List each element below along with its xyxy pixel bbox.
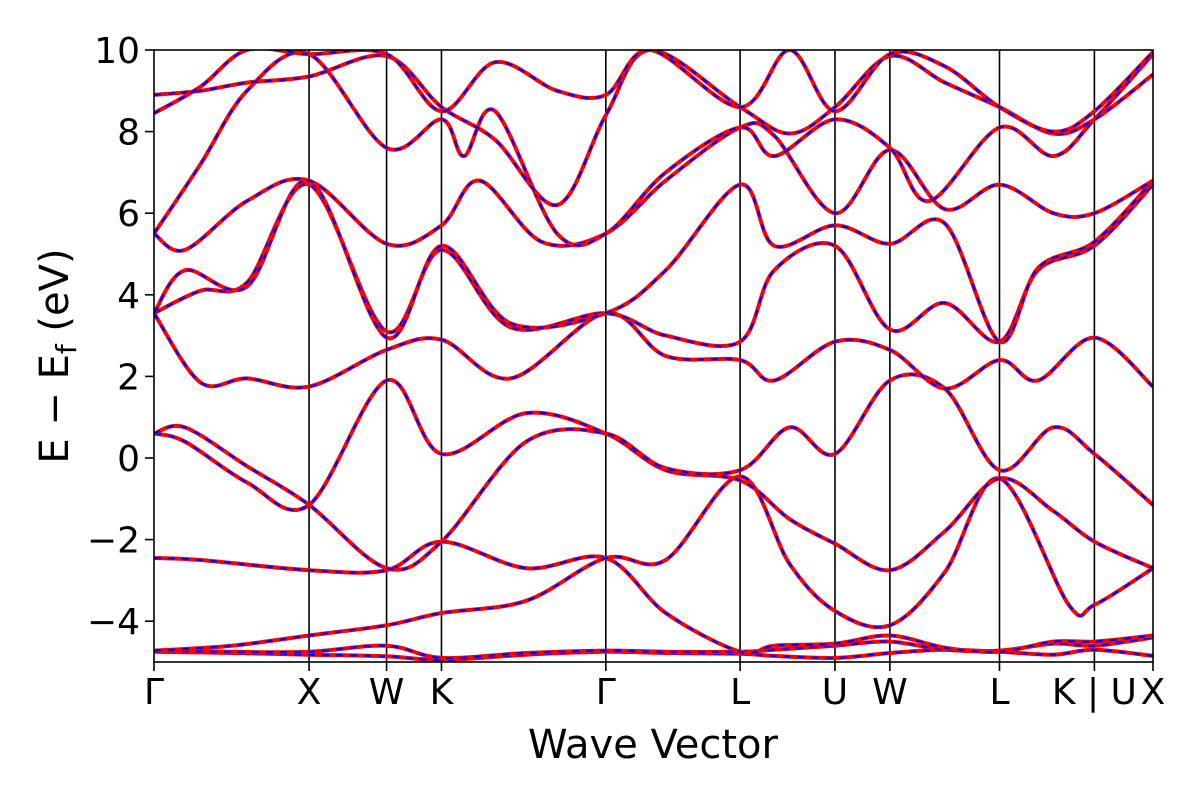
x-axis-label: Wave Vector xyxy=(528,722,779,768)
y-tick-label: 0 xyxy=(117,439,140,480)
x-tick-label: X xyxy=(297,672,322,713)
x-tick-label: X xyxy=(1141,672,1166,713)
band-5-solid xyxy=(154,378,1153,573)
band-12-dashed xyxy=(154,50,1153,207)
band-11-solid xyxy=(154,50,1153,248)
x-tick-label: Γ xyxy=(596,672,616,713)
plot-frame xyxy=(153,49,1154,663)
y-axis-label-main: E − E xyxy=(32,354,78,464)
y-tick-label: 2 xyxy=(117,357,140,398)
y-tick-label: −4 xyxy=(87,602,140,643)
band-9-solid xyxy=(154,178,1153,345)
band-9-dashed xyxy=(154,179,1153,344)
band-11-dashed xyxy=(154,51,1153,247)
x-tick-label: K xyxy=(430,672,455,713)
y-axis-label: E − Ef (eV) xyxy=(32,248,83,463)
band-4-dashed xyxy=(154,475,1153,652)
y-tick-label: −2 xyxy=(87,521,140,562)
band-curves xyxy=(154,50,1153,662)
x-tick-label: U xyxy=(822,672,848,713)
band-3-dashed xyxy=(154,540,1153,655)
x-tick-label: Γ xyxy=(144,672,164,713)
high-symmetry-lines xyxy=(308,50,1096,662)
band-7-dashed xyxy=(154,312,1153,390)
band-10-dashed xyxy=(154,121,1153,252)
y-axis-label-sub: f xyxy=(50,343,83,354)
band-7-solid xyxy=(154,311,1153,391)
y-axis-label-unit: (eV) xyxy=(32,248,78,344)
x-tick-label: W xyxy=(872,672,908,713)
band-8-solid xyxy=(154,182,1153,349)
y-tick-label: 6 xyxy=(117,194,140,235)
y-axis-ticks: −4 −2 0 2 4 6 8 10 xyxy=(87,31,154,643)
x-tick-label: L xyxy=(989,672,1009,713)
band-13-dashed xyxy=(154,50,1153,133)
band-5-dashed xyxy=(154,378,1153,572)
y-tick-label: 4 xyxy=(117,276,140,317)
band-13-solid xyxy=(154,50,1153,134)
band-10-solid xyxy=(154,121,1153,253)
x-tick-label: W xyxy=(369,672,405,713)
band-6-solid xyxy=(154,372,1153,572)
y-tick-label: 10 xyxy=(94,31,140,72)
y-tick-label: 8 xyxy=(117,113,140,154)
band-8-dashed xyxy=(154,183,1153,348)
x-tick-label: K | U xyxy=(1052,672,1137,713)
x-tick-label: L xyxy=(730,672,750,713)
